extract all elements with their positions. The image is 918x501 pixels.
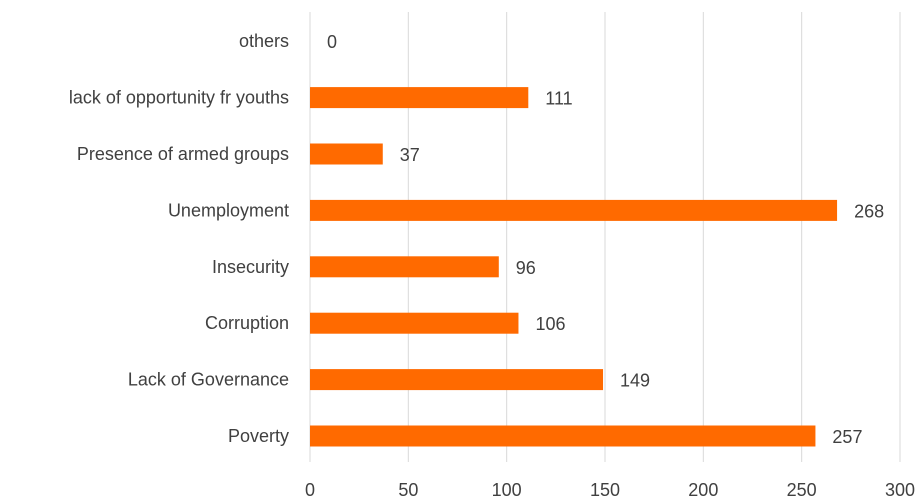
category-label: Poverty: [228, 426, 289, 446]
bars: [310, 87, 838, 447]
category-label: Presence of armed groups: [77, 144, 289, 164]
x-tick-label: 250: [787, 480, 817, 500]
x-tick-label: 300: [885, 480, 915, 500]
bar: [310, 312, 519, 334]
gridlines: [309, 12, 901, 462]
category-label: Insecurity: [212, 257, 289, 277]
bar: [310, 369, 604, 391]
data-label: 37: [400, 145, 420, 165]
bar: [310, 425, 816, 447]
category-label: Corruption: [205, 313, 289, 333]
bar: [310, 87, 529, 109]
category-label: Unemployment: [168, 200, 289, 220]
bar: [310, 143, 383, 165]
data-label: 106: [535, 314, 565, 334]
data-label: 149: [620, 371, 650, 391]
category-label: lack of opportunity fr youths: [69, 88, 289, 108]
category-label: others: [239, 31, 289, 51]
x-tick-label: 200: [688, 480, 718, 500]
data-label: 111: [545, 89, 572, 109]
data-labels: 0 111 37 268 96 106 149 257: [327, 32, 884, 447]
category-labels: others lack of opportunity fr youths Prese…: [69, 31, 289, 446]
data-label: 268: [854, 201, 884, 221]
x-tick-label: 50: [398, 480, 418, 500]
bar: [310, 256, 499, 278]
data-label: 0: [327, 32, 337, 52]
x-tick-label: 0: [305, 480, 315, 500]
x-axis-ticks: 0 50 100 150 200 250 300: [305, 480, 915, 500]
data-label: 257: [832, 427, 862, 447]
bar: [310, 199, 838, 221]
data-label: 96: [516, 258, 536, 278]
x-tick-label: 100: [492, 480, 522, 500]
category-label: Lack of Governance: [128, 370, 289, 390]
x-tick-label: 150: [590, 480, 620, 500]
